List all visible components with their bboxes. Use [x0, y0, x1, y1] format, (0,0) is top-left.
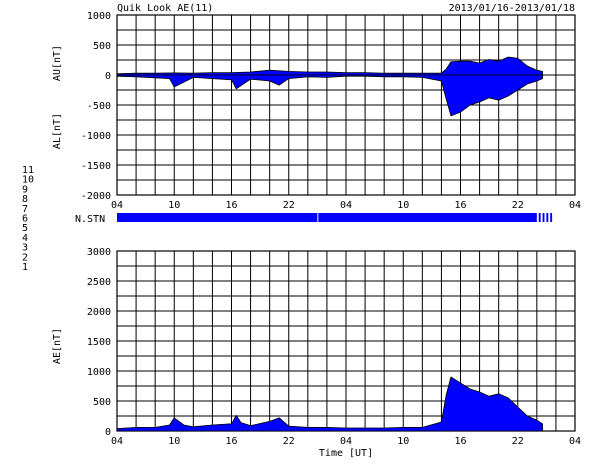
y-tick-label: -2000	[81, 191, 111, 202]
legend-station-4: 4	[22, 233, 28, 244]
legend-station-8: 8	[22, 194, 28, 205]
x-tick-label: 04	[340, 200, 352, 211]
legend-station-2: 2	[22, 252, 28, 263]
y-tick-label: -1500	[81, 161, 111, 172]
x-tick-label: 04	[111, 200, 123, 211]
x-tick-label: 22	[512, 200, 524, 211]
x-tick-label: 10	[168, 200, 180, 211]
x-tick-label: 10	[397, 200, 409, 211]
station-count-panel: N.STN	[75, 213, 553, 225]
y-tick-label: 2000	[87, 307, 111, 318]
y-tick-label: 1000	[87, 367, 111, 378]
station-availability-bar	[546, 213, 549, 222]
x-tick-label: 04	[569, 200, 581, 211]
station-availability-bar	[117, 213, 318, 222]
legend-station-9: 9	[22, 184, 28, 195]
ae-axis-label: AE[nT]	[52, 328, 63, 364]
x-tick-label: 04	[569, 436, 581, 447]
x-tick-label: 16	[454, 436, 466, 447]
y-tick-label: 1000	[87, 11, 111, 22]
legend-station-11: 11	[22, 165, 34, 176]
x-tick-label: 16	[225, 436, 237, 447]
y-tick-label: 0	[105, 427, 111, 438]
date-range: 2013/01/16-2013/01/18	[449, 3, 575, 14]
au-axis-label: AU[nT]	[52, 45, 63, 81]
station-availability-bar	[538, 213, 541, 222]
station-availability-bar	[542, 213, 545, 222]
y-tick-label: 0	[105, 71, 111, 82]
n-stn-label: N.STN	[75, 214, 105, 225]
legend-station-10: 10	[22, 175, 34, 186]
station-availability-bar	[550, 213, 553, 222]
x-tick-label: 10	[397, 436, 409, 447]
station-availability-bar	[318, 213, 537, 222]
y-tick-label: 2500	[87, 277, 111, 288]
plot-frame	[116, 14, 576, 196]
x-tick-label: 04	[340, 436, 352, 447]
x-tick-label: 22	[512, 436, 524, 447]
y-tick-label: 1500	[87, 337, 111, 348]
legend-station-1: 1	[22, 262, 28, 273]
x-tick-label: 22	[283, 436, 295, 447]
x-tick-label: 16	[225, 200, 237, 211]
x-tick-label: 22	[283, 200, 295, 211]
y-tick-label: -1000	[81, 131, 111, 142]
al-series	[116, 74, 543, 117]
y-tick-label: 3000	[87, 247, 111, 258]
y-tick-label: -500	[87, 101, 111, 112]
x-tick-label: 16	[454, 200, 466, 211]
al-axis-label: AL[nT]	[52, 113, 63, 149]
x-axis-label: Time [UT]	[319, 448, 373, 459]
legend-station-6: 6	[22, 214, 28, 225]
x-tick-label: 04	[111, 436, 123, 447]
legend-station-3: 3	[22, 243, 28, 254]
ae-series	[116, 376, 543, 432]
legend-station-5: 5	[22, 223, 28, 234]
x-tick-label: 10	[168, 436, 180, 447]
legend-station-7: 7	[22, 204, 28, 215]
au-series	[116, 56, 543, 76]
y-tick-label: 500	[93, 41, 111, 52]
plot-title: Quik Look AE(11)	[117, 3, 213, 14]
y-tick-label: 500	[93, 397, 111, 408]
